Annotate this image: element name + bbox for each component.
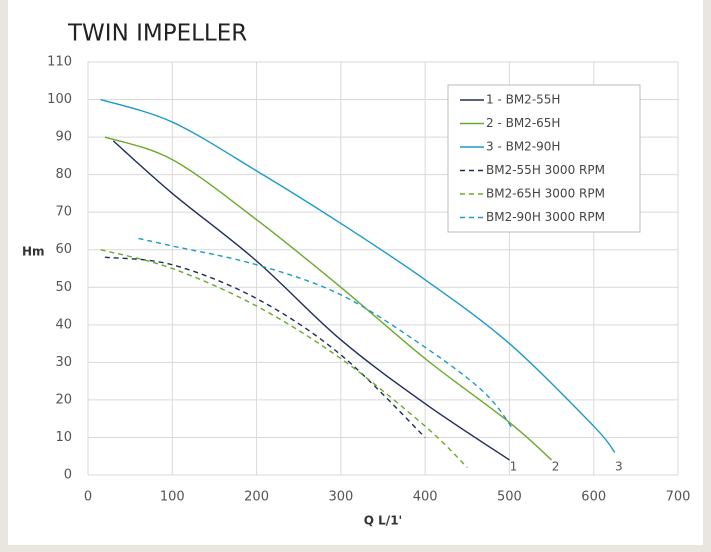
chart-title: TWIN IMPELLER: [67, 21, 247, 47]
x-tick-label: 400: [413, 490, 438, 505]
series-line: [100, 98, 616, 453]
legend-label: 2 - BM2-65H: [486, 116, 560, 130]
curve-end-label: 1: [510, 460, 518, 474]
x-tick-label: 700: [666, 490, 691, 505]
y-tick-label: 10: [55, 430, 72, 445]
series-line: [138, 237, 515, 431]
y-axis-label: Hm: [22, 245, 45, 259]
y-tick-label: 30: [55, 355, 72, 370]
y-tick-label: 20: [55, 392, 72, 407]
legend-label: 1 - BM2-55H: [486, 93, 560, 107]
legend-box: [447, 84, 641, 233]
legend-label: BM2-55H 3000 RPM: [486, 163, 605, 177]
x-tick-label: 600: [581, 490, 606, 505]
x-tick-label: 0: [84, 490, 92, 505]
legend-label: BM2-65H 3000 RPM: [486, 187, 605, 201]
curve-end-label: 3: [615, 460, 623, 474]
series-line: [104, 136, 553, 461]
y-tick-label: 40: [55, 317, 72, 332]
x-tick-label: 300: [328, 490, 353, 505]
series-line: [112, 140, 510, 461]
y-tick-label: 50: [55, 280, 72, 295]
y-tick-label: 0: [64, 468, 72, 483]
y-tick-label: 100: [47, 92, 72, 107]
series-line: [100, 249, 468, 468]
x-tick-label: 500: [497, 490, 522, 505]
y-tick-label: 110: [47, 55, 72, 70]
legend-label: 3 - BM2-90H: [486, 140, 560, 154]
y-tick-label: 60: [55, 242, 72, 257]
y-tick-label: 70: [55, 205, 72, 220]
x-axis-label: Q L/1': [364, 514, 402, 528]
y-tick-label: 90: [55, 130, 72, 145]
legend-label: BM2-90H 3000 RPM: [486, 210, 605, 224]
curve-end-label: 2: [552, 460, 560, 474]
x-tick-label: 200: [244, 490, 269, 505]
series-line: [104, 256, 426, 438]
chart-background: [8, 0, 703, 545]
x-tick-label: 100: [160, 490, 185, 505]
y-tick-label: 80: [55, 167, 72, 182]
